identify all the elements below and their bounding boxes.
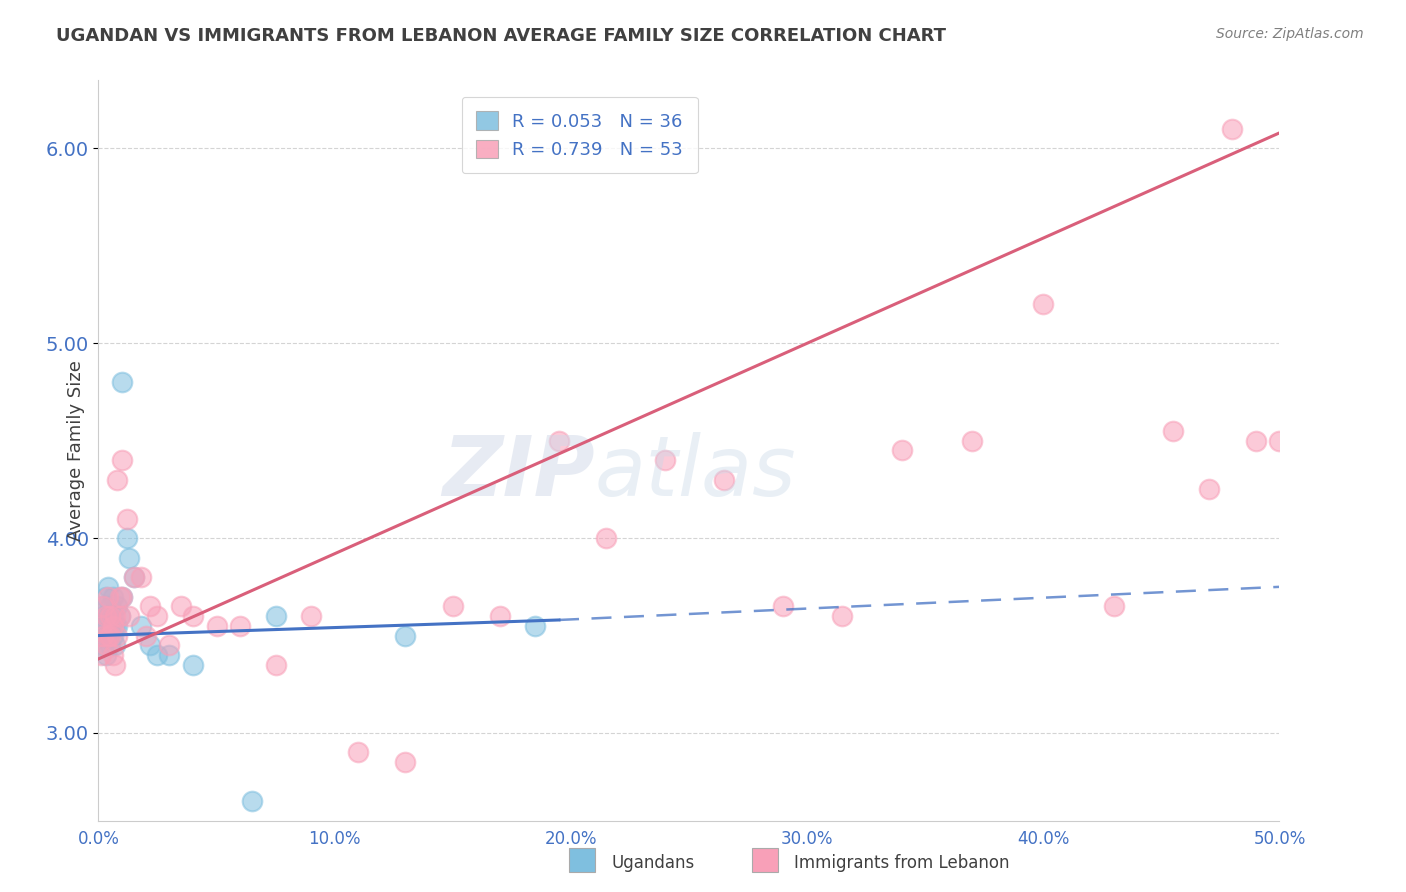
Point bbox=[94, 619, 117, 633]
Point bbox=[97, 580, 120, 594]
Text: UGANDAN VS IMMIGRANTS FROM LEBANON AVERAGE FAMILY SIZE CORRELATION CHART: UGANDAN VS IMMIGRANTS FROM LEBANON AVERA… bbox=[56, 27, 946, 45]
Point bbox=[524, 619, 547, 633]
Point bbox=[94, 590, 117, 604]
Point bbox=[139, 599, 162, 614]
Point bbox=[98, 609, 121, 624]
Point bbox=[104, 609, 127, 624]
Point bbox=[97, 590, 120, 604]
Point bbox=[135, 628, 157, 642]
Point bbox=[129, 570, 152, 584]
Point bbox=[111, 376, 134, 390]
Point bbox=[105, 599, 128, 614]
Point bbox=[94, 648, 117, 662]
Point bbox=[831, 609, 853, 624]
Point bbox=[489, 609, 512, 624]
Point bbox=[1161, 424, 1184, 438]
Point bbox=[104, 638, 127, 652]
Point bbox=[108, 609, 131, 624]
Point bbox=[111, 453, 134, 467]
Point bbox=[654, 453, 676, 467]
Point bbox=[146, 648, 169, 662]
Point bbox=[101, 648, 124, 662]
Point bbox=[108, 590, 131, 604]
Text: Ugandans: Ugandans bbox=[612, 855, 695, 872]
Point bbox=[101, 619, 124, 633]
Point bbox=[97, 628, 120, 642]
Point bbox=[962, 434, 984, 448]
Point bbox=[101, 590, 124, 604]
Point bbox=[441, 599, 464, 614]
Point bbox=[98, 638, 121, 652]
Text: Immigrants from Lebanon: Immigrants from Lebanon bbox=[794, 855, 1010, 872]
Point bbox=[890, 443, 912, 458]
Point bbox=[548, 434, 571, 448]
Point bbox=[111, 590, 134, 604]
Y-axis label: Average Family Size: Average Family Size bbox=[66, 360, 84, 541]
Point bbox=[105, 619, 128, 633]
Point bbox=[91, 599, 114, 614]
Point bbox=[181, 609, 204, 624]
Point bbox=[104, 657, 127, 672]
Point bbox=[91, 628, 114, 642]
Text: ZIP: ZIP bbox=[441, 432, 595, 513]
Point bbox=[1268, 434, 1291, 448]
Point bbox=[129, 619, 152, 633]
Point bbox=[139, 638, 162, 652]
Point bbox=[98, 599, 121, 614]
Point bbox=[105, 628, 128, 642]
Point bbox=[240, 794, 263, 808]
Point bbox=[122, 570, 145, 584]
Point bbox=[101, 628, 124, 642]
Point bbox=[90, 628, 112, 642]
Point bbox=[347, 746, 370, 760]
Point bbox=[772, 599, 794, 614]
Point bbox=[394, 755, 416, 769]
Point bbox=[90, 648, 112, 662]
Point bbox=[105, 473, 128, 487]
Point bbox=[94, 609, 117, 624]
Legend: R = 0.053   N = 36, R = 0.739   N = 53: R = 0.053 N = 36, R = 0.739 N = 53 bbox=[461, 96, 697, 173]
Point bbox=[90, 619, 112, 633]
Point bbox=[115, 511, 138, 525]
Point bbox=[118, 550, 141, 565]
Point bbox=[1220, 122, 1243, 136]
Point bbox=[595, 531, 617, 545]
Point bbox=[229, 619, 252, 633]
Point bbox=[111, 590, 134, 604]
Point bbox=[394, 628, 416, 642]
Point bbox=[713, 473, 735, 487]
Point bbox=[1198, 483, 1220, 497]
Point bbox=[157, 638, 180, 652]
Point bbox=[118, 609, 141, 624]
Point bbox=[101, 609, 124, 624]
Point bbox=[98, 619, 121, 633]
Point bbox=[157, 648, 180, 662]
Point bbox=[91, 599, 114, 614]
Point bbox=[1102, 599, 1125, 614]
Point bbox=[264, 609, 287, 624]
Point bbox=[97, 609, 120, 624]
Point bbox=[98, 628, 121, 642]
Point bbox=[104, 619, 127, 633]
Point bbox=[1032, 297, 1054, 311]
Point bbox=[90, 619, 112, 633]
Text: atlas: atlas bbox=[595, 432, 796, 513]
Point bbox=[94, 638, 117, 652]
Point bbox=[299, 609, 322, 624]
Point bbox=[170, 599, 193, 614]
Point bbox=[91, 638, 114, 652]
Point bbox=[91, 609, 114, 624]
Point bbox=[108, 609, 131, 624]
Point bbox=[115, 531, 138, 545]
Point bbox=[181, 657, 204, 672]
Text: Source: ZipAtlas.com: Source: ZipAtlas.com bbox=[1216, 27, 1364, 41]
Point bbox=[146, 609, 169, 624]
Point bbox=[122, 570, 145, 584]
Point bbox=[97, 628, 120, 642]
Point bbox=[205, 619, 228, 633]
Point bbox=[264, 657, 287, 672]
Point bbox=[1244, 434, 1267, 448]
